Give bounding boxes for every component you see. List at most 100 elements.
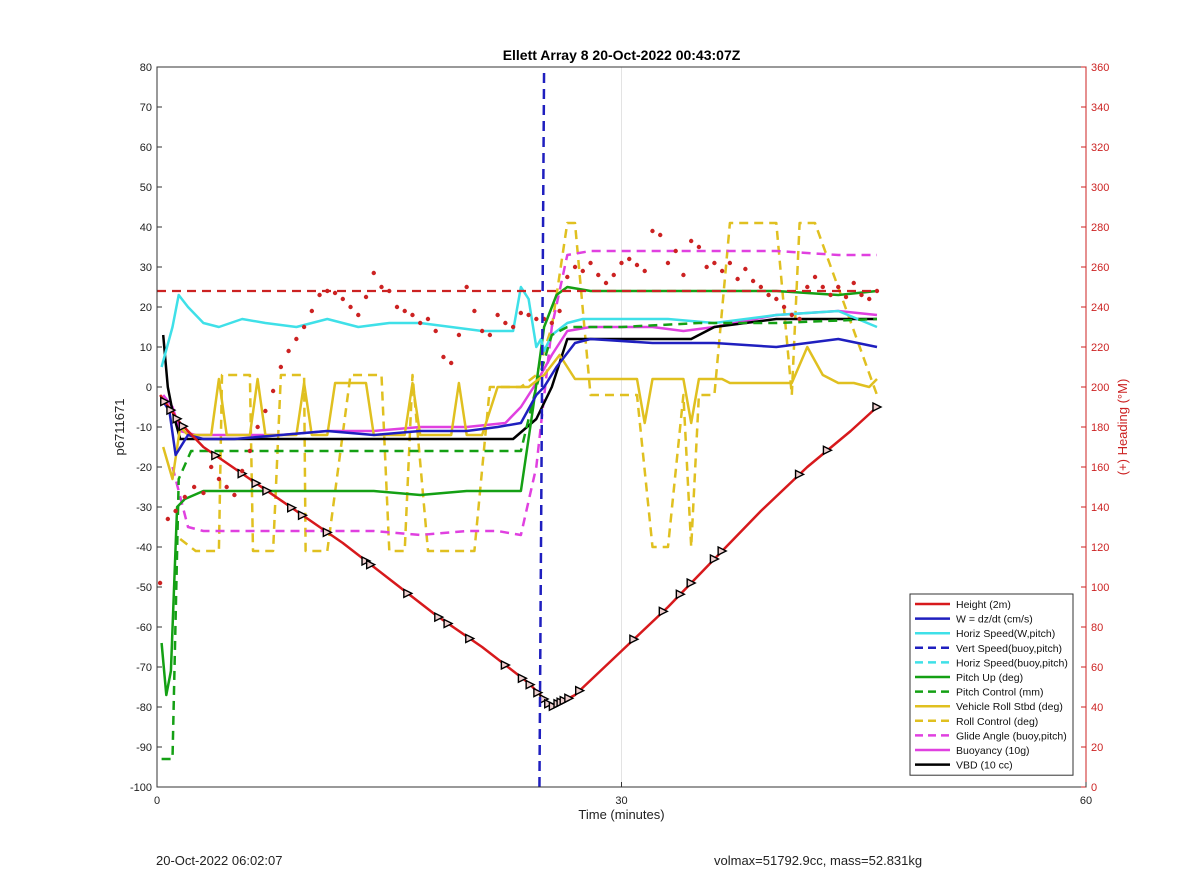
footer-stats: volmax=51792.9cc, mass=52.831kg (714, 853, 923, 868)
y-tick-label: -40 (136, 542, 152, 554)
height-marker (287, 502, 298, 513)
heading-point (588, 260, 593, 266)
heading-point (418, 320, 423, 326)
heading-point (464, 284, 469, 290)
height-marker (434, 612, 445, 623)
height-marker (564, 693, 575, 704)
heading-point (859, 292, 864, 298)
heading-point (634, 262, 640, 268)
heading-point (557, 308, 562, 314)
heading-point (325, 288, 330, 294)
heading-point (534, 316, 539, 322)
series-pitch-up-deg (160, 285, 878, 697)
chart-title: Ellett Array 8 20-Oct-2022 00:43:07Z (503, 47, 741, 63)
height-marker (709, 553, 720, 565)
heading-point (270, 388, 276, 394)
heading-point (851, 280, 856, 286)
y-right-tick-label: 20 (1091, 742, 1103, 754)
y-right-tick-label: 160 (1091, 462, 1109, 474)
heading-point (247, 448, 253, 454)
heading-point (820, 284, 825, 290)
heading-point (348, 304, 353, 310)
heading-point (255, 424, 260, 430)
heading-point (603, 280, 609, 286)
heading-point (750, 278, 756, 284)
y-tick-label: -10 (136, 422, 152, 434)
y-axis-left-label: p6711671 (112, 399, 127, 456)
heading-point (673, 248, 678, 254)
heading-point (433, 328, 438, 334)
heading-point (201, 490, 206, 496)
heading-point (596, 272, 601, 278)
height-marker (500, 659, 511, 671)
y-tick-label: 50 (140, 182, 152, 194)
height-marker (717, 545, 728, 557)
y-right-tick-label: 0 (1091, 782, 1097, 794)
heading-point (402, 308, 407, 314)
heading-point (627, 256, 632, 262)
height-marker (322, 527, 333, 538)
heading-point (317, 292, 322, 298)
legend-label: Roll Control (deg) (956, 716, 1038, 728)
heading-point (828, 292, 833, 298)
heading-point (301, 324, 307, 330)
height-marker (211, 450, 222, 461)
height-marker (822, 445, 833, 456)
heading-point (503, 320, 508, 326)
heading-point (441, 354, 446, 360)
heading-point (518, 310, 524, 316)
heading-point (549, 320, 555, 326)
heading-point (789, 312, 795, 318)
height-marker (525, 679, 536, 690)
legend-label: Horiz Speed(buoy,pitch) (956, 657, 1068, 669)
height-marker (574, 685, 586, 696)
heading-point (619, 260, 624, 266)
height-marker (178, 421, 189, 432)
heading-point (565, 274, 570, 280)
y-right-tick-label: 360 (1091, 62, 1109, 74)
height-marker (675, 589, 686, 600)
y-right-tick-label: 220 (1091, 342, 1109, 354)
heading-point (495, 312, 500, 318)
y-right-tick-label: 100 (1091, 582, 1109, 594)
left-axis: 80 70 60 50 40 30 20 10 0 -10 -20 -30 -40 -50 -60 -70 -8… (130, 62, 162, 794)
heading-point (836, 284, 841, 290)
x-axis: 0 30 60 (154, 782, 1092, 807)
series-w-dz-dt-cm-s (160, 337, 878, 457)
heading-point (696, 244, 702, 250)
right-axis: 3603403203002802602402202001801601401201… (1081, 62, 1109, 794)
heading-point (797, 316, 802, 322)
heading-point (425, 316, 431, 322)
y-right-tick-label: 340 (1091, 102, 1109, 114)
height-marker (172, 413, 183, 424)
heading-point (191, 484, 197, 490)
height-marker (297, 510, 309, 521)
heading-point (526, 312, 531, 318)
legend-label: Pitch Up (deg) (956, 672, 1023, 684)
heading-point (812, 274, 818, 280)
series-pitch-control-mm (161, 317, 878, 761)
series-layer (159, 221, 883, 761)
height-marker (166, 404, 177, 416)
height-marker (658, 606, 669, 617)
legend-box (909, 593, 1074, 776)
heading-point (580, 268, 585, 274)
height-marker (686, 577, 697, 589)
x-tick-label: 30 (615, 795, 627, 807)
heading-point (232, 492, 237, 498)
legend-label: Vehicle Roll Stbd (deg) (956, 701, 1063, 713)
series-horiz-speed-w-pitch (160, 285, 878, 368)
heading-point (758, 284, 764, 290)
heading-point (487, 332, 493, 338)
heading-point (704, 264, 709, 270)
heading-point (332, 290, 338, 296)
annotation-layer (538, 66, 546, 788)
heading-point (239, 468, 245, 474)
height-marker (872, 401, 883, 413)
heading-point (572, 264, 578, 270)
y-tick-label: 80 (140, 62, 152, 74)
heading-point (410, 312, 415, 318)
heading-point (712, 260, 717, 266)
heading-point (665, 260, 671, 266)
vertical-marker-line (538, 66, 546, 788)
